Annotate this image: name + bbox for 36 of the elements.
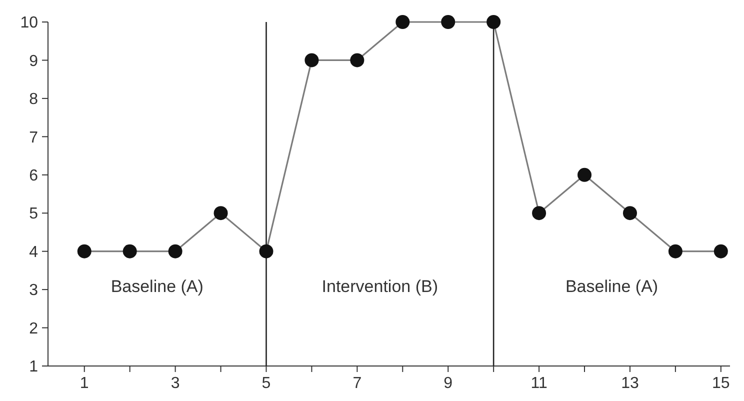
y-tick-label: 8 — [29, 91, 38, 108]
point — [396, 15, 410, 29]
point — [350, 53, 364, 68]
point — [259, 244, 274, 258]
y-tick-label: 9 — [29, 52, 38, 70]
point — [532, 206, 546, 220]
x-tick-label: 15 — [712, 375, 730, 392]
y-tick-label: 6 — [29, 167, 38, 184]
x-tick-label: 5 — [262, 375, 271, 392]
x-tick-label: 3 — [170, 375, 180, 392]
y-tick-label: 10 — [20, 14, 38, 32]
point — [486, 15, 501, 29]
y-tick-label: 3 — [29, 282, 38, 300]
y-tick-label: 2 — [29, 320, 38, 338]
y-tick-label: 5 — [29, 206, 38, 223]
x-tick-label: 13 — [621, 375, 639, 392]
x-tick-label: 11 — [530, 375, 548, 392]
x-tick-label: 9 — [444, 375, 453, 392]
point — [714, 244, 728, 258]
point — [304, 53, 319, 68]
point — [77, 244, 92, 258]
annotation: Baseline (A) — [110, 276, 204, 296]
y-tick-label: 7 — [29, 129, 38, 146]
x-tick-label: 7 — [352, 375, 362, 392]
point — [214, 206, 228, 220]
point — [668, 244, 682, 258]
point — [122, 244, 137, 258]
annotation: Intervention (B) — [322, 276, 438, 296]
point — [622, 206, 637, 220]
y-tick-label: 1 — [29, 358, 38, 376]
annotation: Baseline (A) — [565, 276, 658, 296]
y-tick-label: 4 — [29, 244, 38, 261]
point — [441, 15, 456, 29]
point — [578, 168, 592, 182]
x-tick-label: 1 — [80, 375, 89, 392]
point — [168, 244, 182, 258]
